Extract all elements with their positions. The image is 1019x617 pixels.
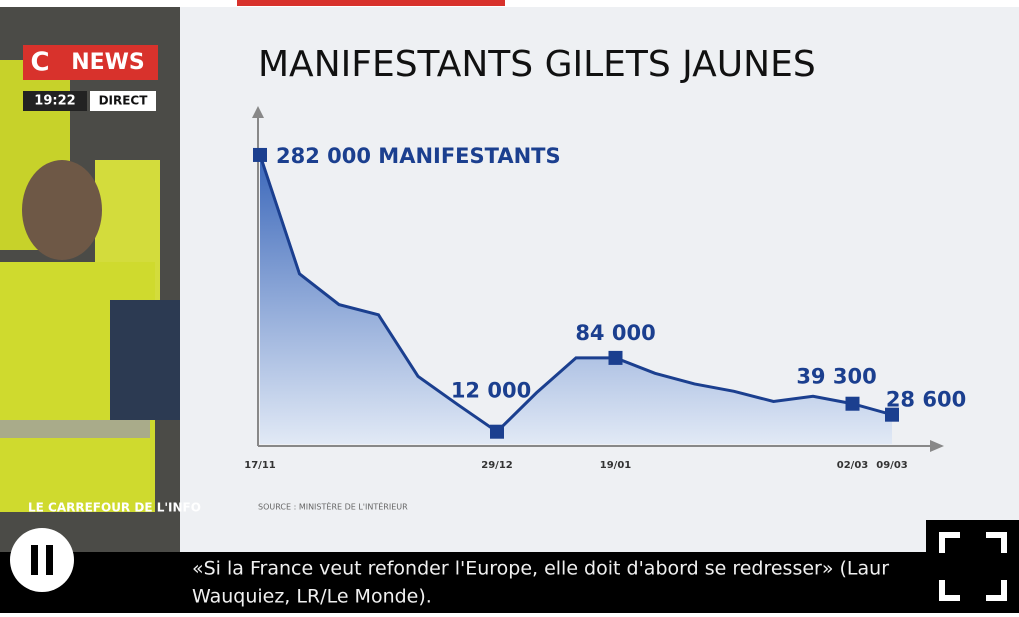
y-axis-arrow: [252, 106, 264, 118]
x-tick-label: 29/12: [481, 460, 513, 471]
fullscreen-button[interactable]: [926, 520, 1019, 613]
x-tick-label: 09/03: [876, 460, 908, 471]
point-marker: [608, 350, 623, 365]
video-left: [0, 7, 180, 552]
line: [258, 154, 893, 434]
point-marker: [253, 147, 267, 162]
logo-news: NEWS: [71, 50, 145, 75]
pause-button[interactable]: [10, 528, 74, 592]
x-axis-arrow: [930, 440, 944, 452]
value-label: 282 000 MANIFESTANTS: [276, 144, 561, 168]
value-label: 12 000: [451, 379, 531, 403]
logo-c: C: [30, 48, 49, 78]
ticker-line2: Wauquiez, LR/Le Monde).: [192, 586, 432, 608]
value-label: 28 600: [886, 388, 966, 412]
point-marker: [845, 396, 860, 411]
plot: 282 000 MANIFESTANTS 17/11 12 000 29/12 84 0…: [244, 144, 966, 471]
chart-source: SOURCE : MINISTÈRE DE L'INTÉRIEUR: [258, 501, 408, 512]
time-box: [23, 91, 87, 111]
live: DIRECT: [99, 94, 149, 108]
x-tick-label: 19/01: [600, 460, 632, 471]
program: LE CARREFOUR DE L'INFO: [28, 501, 201, 515]
point-marker: [885, 407, 899, 422]
value-label: 39 300: [796, 365, 876, 389]
ticker-bar: [0, 552, 1019, 613]
value-label: 84 000: [575, 321, 655, 345]
chart-title: MANIFESTANTS GILETS JAUNES: [258, 44, 816, 85]
x-tick-label: 02/03: [837, 460, 869, 471]
top-bar: [0, 0, 1019, 7]
live-box: [90, 91, 156, 111]
time: 19:22: [34, 94, 75, 109]
x-tick-label: 17/11: [244, 460, 276, 471]
ticker-line1: «Si la France veut refonder l'Europe, el…: [192, 558, 889, 580]
logo-box: [23, 45, 158, 80]
area: [260, 154, 892, 444]
point-marker: [490, 424, 504, 439]
chart-panel: [180, 7, 1019, 552]
top-tab: [237, 0, 505, 6]
